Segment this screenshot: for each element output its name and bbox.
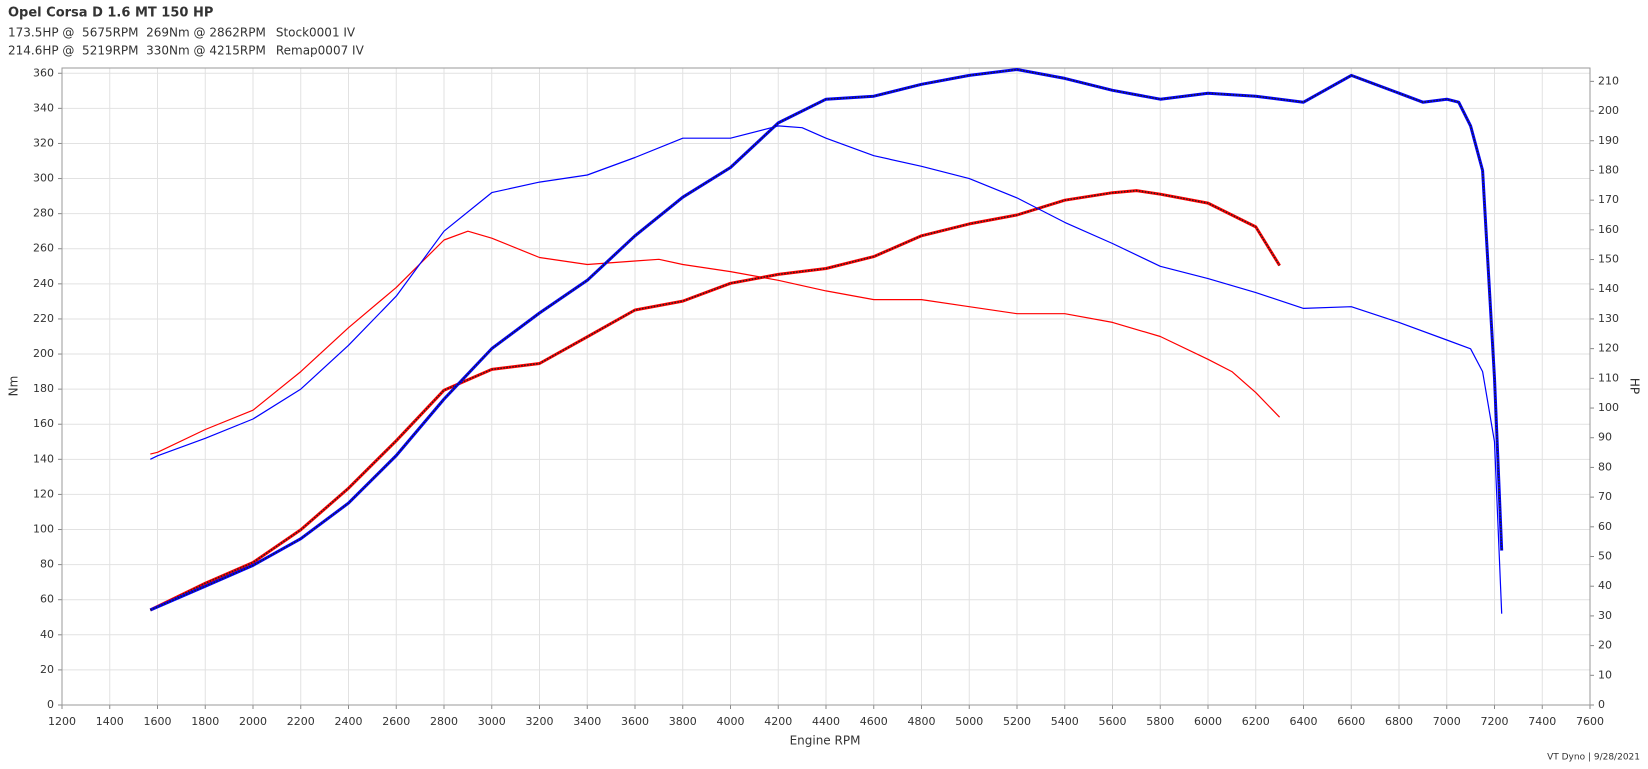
x-tick-label: 4800	[908, 715, 936, 728]
y-tick-label: 120	[33, 487, 54, 500]
y-axis-label: Nm	[7, 376, 21, 397]
y-tick-label: 220	[33, 312, 54, 325]
y2-tick-label: 210	[1598, 74, 1619, 87]
x-tick-label: 1200	[48, 715, 76, 728]
y2-axis-label: HP	[1628, 378, 1642, 394]
y2-tick-label: 130	[1598, 312, 1619, 325]
x-tick-label: 2200	[287, 715, 315, 728]
footer: VT Dyno | 9/28/2021	[1547, 753, 1640, 763]
y2-tick-label: 150	[1598, 253, 1619, 266]
y-tick-label: 0	[47, 698, 54, 711]
x-tick-label: 5600	[1099, 715, 1127, 728]
y-tick-label: 260	[33, 242, 54, 255]
plot-frame	[61, 67, 1591, 706]
y-tick-label: 300	[33, 172, 54, 185]
y2-tick-label: 110	[1598, 371, 1619, 384]
series-line-dots	[149, 189, 1281, 611]
series-line	[150, 125, 1503, 614]
y2-tick-label: 60	[1598, 520, 1612, 533]
x-tick-label: 7000	[1433, 715, 1461, 728]
x-tick-label: 3000	[478, 715, 506, 728]
x-tick-label: 6400	[1290, 715, 1318, 728]
y2-tick-label: 40	[1598, 579, 1612, 592]
x-axis-label: Engine RPM	[790, 734, 861, 748]
y2-tick-label: 170	[1598, 193, 1619, 206]
x-tick-label: 3200	[526, 715, 554, 728]
y-tick-label: 180	[33, 382, 54, 395]
x-tick-label: 1600	[144, 715, 172, 728]
y2-tick-label: 180	[1598, 163, 1619, 176]
x-tick-label: 7400	[1528, 715, 1556, 728]
x-tick-label: 2000	[239, 715, 267, 728]
y-tick-label: 20	[40, 663, 54, 676]
legend-name: Stock0001 IV	[276, 26, 356, 40]
x-tick-label: 6200	[1242, 715, 1270, 728]
y2-tick-label: 100	[1598, 401, 1619, 414]
chart-title: Opel Corsa D 1.6 MT 150 HP	[8, 6, 213, 21]
x-tick-label: 6600	[1337, 715, 1365, 728]
series-line	[149, 189, 1281, 612]
y2-tick-label: 120	[1598, 342, 1619, 355]
x-tick-label: 3800	[669, 715, 697, 728]
x-tick-label: 2400	[335, 715, 363, 728]
y-tick-label: 360	[33, 66, 54, 79]
y2-tick-label: 30	[1598, 609, 1612, 622]
legend-stats: 173.5HP @ 5675RPM 269Nm @ 2862RPM	[8, 26, 266, 40]
x-tick-label: 1800	[191, 715, 219, 728]
x-tick-label: 2600	[382, 715, 410, 728]
y-tick-label: 320	[33, 136, 54, 149]
x-tick-label: 5400	[1051, 715, 1079, 728]
x-tick-label: 7600	[1576, 715, 1604, 728]
y2-tick-label: 90	[1598, 431, 1612, 444]
x-tick-label: 1400	[96, 715, 124, 728]
y-tick-label: 340	[33, 101, 54, 114]
legend-name: Remap0007 IV	[276, 44, 365, 58]
y-tick-label: 280	[33, 207, 54, 220]
y-tick-label: 40	[40, 628, 54, 641]
y2-tick-label: 140	[1598, 282, 1619, 295]
x-tick-label: 6000	[1194, 715, 1222, 728]
x-tick-label: 5000	[955, 715, 983, 728]
y-tick-label: 80	[40, 558, 54, 571]
y2-tick-label: 190	[1598, 134, 1619, 147]
y2-tick-label: 20	[1598, 639, 1612, 652]
y2-tick-label: 50	[1598, 550, 1612, 563]
x-tick-label: 4600	[860, 715, 888, 728]
y2-tick-label: 160	[1598, 223, 1619, 236]
y2-tick-label: 80	[1598, 460, 1612, 473]
y-tick-label: 140	[33, 452, 54, 465]
x-tick-label: 4400	[812, 715, 840, 728]
series-line-dots	[150, 68, 1503, 611]
y-tick-label: 60	[40, 593, 54, 606]
x-tick-label: 5200	[1003, 715, 1031, 728]
x-tick-label: 3400	[573, 715, 601, 728]
x-tick-label: 6800	[1385, 715, 1413, 728]
x-tick-label: 2800	[430, 715, 458, 728]
legend-stats: 214.6HP @ 5219RPM 330Nm @ 4215RPM	[8, 44, 266, 58]
y-tick-label: 160	[33, 417, 54, 430]
y-tick-label: 100	[33, 523, 54, 536]
x-tick-label: 4200	[764, 715, 792, 728]
y-tick-label: 200	[33, 347, 54, 360]
x-tick-label: 3600	[621, 715, 649, 728]
y2-tick-label: 70	[1598, 490, 1612, 503]
x-tick-label: 5800	[1146, 715, 1174, 728]
y2-tick-label: 0	[1598, 698, 1605, 711]
y2-tick-label: 10	[1598, 668, 1612, 681]
series-line	[150, 230, 1281, 455]
y2-tick-label: 200	[1598, 104, 1619, 117]
x-tick-label: 4000	[717, 715, 745, 728]
x-tick-label: 7200	[1481, 715, 1509, 728]
y-tick-label: 240	[33, 277, 54, 290]
